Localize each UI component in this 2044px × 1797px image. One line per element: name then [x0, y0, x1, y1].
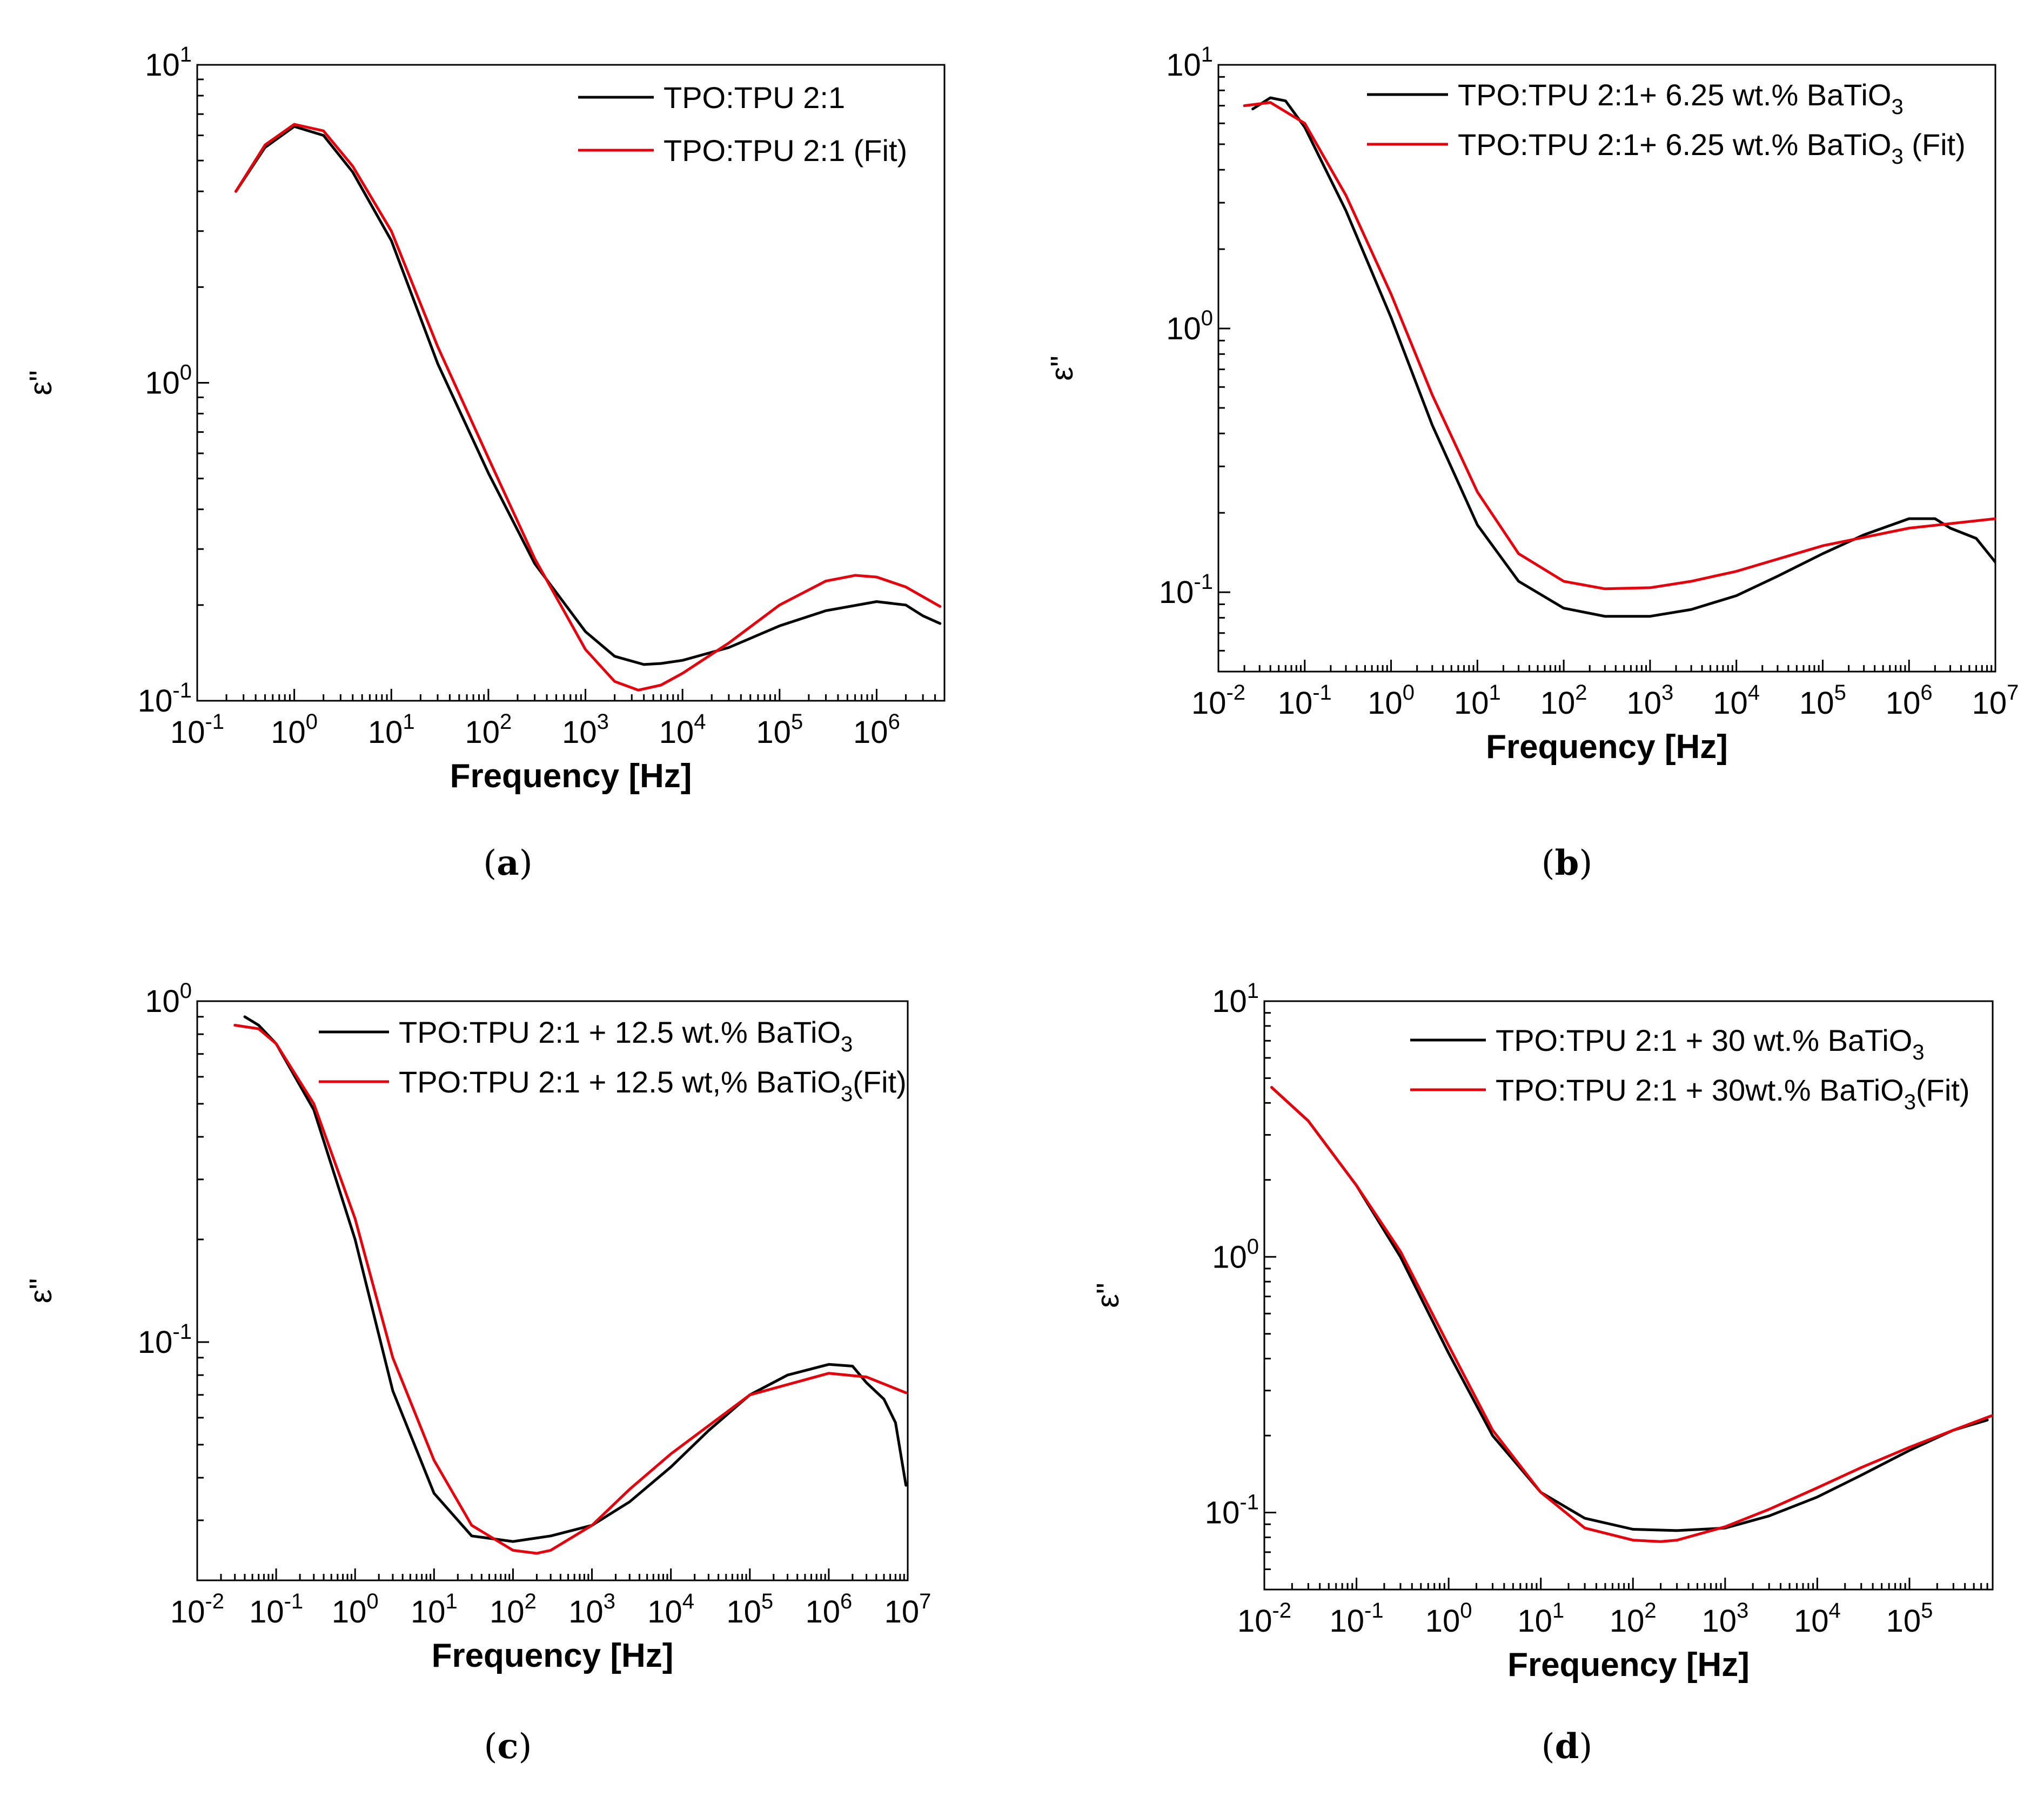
legend-label: TPO:TPU 2:1+ 6.25 wt.% BaTiO3 (Fit): [1458, 128, 1966, 169]
plot-frame: [196, 1000, 909, 1581]
x-axis-label: Frequency [Hz]: [450, 757, 692, 795]
x-tick-label: 10-2: [1237, 1599, 1291, 1639]
x-tick-label: 100: [271, 710, 318, 750]
x-tick-label: 103: [1701, 1599, 1748, 1639]
x-tick-label: 100: [332, 1590, 379, 1630]
y-tick-label: 101: [1212, 979, 1259, 1019]
x-tick-label: 102: [465, 710, 512, 750]
series-line-measured: [1251, 96, 1995, 618]
x-tick-label: 103: [1627, 681, 1674, 721]
chart-b: 10-2 10-1 100 101 102 103 104 105 106 107 10-1 100 1…: [1044, 43, 2019, 766]
x-tick-label: 102: [1540, 681, 1587, 721]
x-tick-label: 100: [1368, 681, 1415, 721]
series-line-measured: [1270, 1086, 1989, 1532]
x-tick-label: 105: [1799, 681, 1846, 721]
y-tick-label: 101: [145, 43, 192, 83]
legend-label: TPO:TPU 2:1 + 30wt.% BaTiO3(Fit): [1496, 1073, 1970, 1114]
panel-caption-b: (b): [1541, 843, 1593, 883]
x-tick-label: 104: [659, 710, 706, 750]
x-tick-label: 103: [562, 710, 609, 750]
x-tick-label: 10-1: [249, 1590, 303, 1630]
legend-label: TPO:TPU 2:1+ 6.25 wt.% BaTiO3: [1458, 78, 1904, 119]
x-tick-label: 106: [853, 710, 900, 750]
series-line-fit: [234, 123, 942, 692]
x-axis-label: Frequency [Hz]: [1486, 728, 1728, 766]
y-axis-label: ε": [23, 1278, 58, 1303]
series-line-fit: [1243, 101, 1995, 591]
x-tick-label: 106: [806, 1590, 853, 1630]
chart-d: 10-2 10-1 100 101 102 103 104 105 10-1 100 101 Freq…: [1090, 979, 1994, 1684]
series-line-fit: [1270, 1086, 1993, 1543]
plot-frame: [1217, 64, 1996, 673]
x-tick-label: 105: [726, 1590, 773, 1630]
panel-caption-d: (d): [1541, 1726, 1593, 1767]
series-line-fit: [233, 1024, 908, 1555]
y-tick-label: 10-1: [138, 1320, 192, 1360]
y-tick-label: 100: [145, 979, 192, 1019]
y-tick-label: 100: [145, 361, 192, 401]
legend-label: TPO:TPU 2:1 + 12.5 wt,% BaTiO3(Fit): [399, 1065, 907, 1106]
x-tick-label: 101: [368, 710, 415, 750]
panel-caption-c: (c): [484, 1726, 532, 1767]
x-tick-label: 100: [1425, 1599, 1472, 1639]
x-axis-label: Frequency [Hz]: [1507, 1646, 1750, 1684]
panel-caption-a: (a): [483, 843, 533, 883]
y-tick-label: 101: [1166, 43, 1213, 83]
y-axis-label: ε": [23, 370, 58, 395]
legend-label: TPO:TPU 2:1: [664, 81, 845, 115]
chart-a: 10-1 100 101 102 103 104 105 106 10-1 100 101 Frequ…: [23, 43, 946, 795]
x-tick-label: 105: [756, 710, 803, 750]
legend-label: TPO:TPU 2:1 + 12.5 wt.% BaTiO3: [399, 1015, 853, 1056]
x-tick-label: 102: [490, 1590, 537, 1630]
legend-label: TPO:TPU 2:1 + 30 wt.% BaTiO3: [1496, 1023, 1925, 1064]
x-tick-label: 104: [1713, 681, 1760, 721]
series-line-measured: [234, 125, 942, 666]
x-tick-label: 105: [1886, 1599, 1933, 1639]
x-tick-label: 10-2: [170, 1590, 224, 1630]
y-axis-label: ε": [1044, 356, 1080, 380]
series-line-measured: [243, 1015, 908, 1543]
x-axis-label: Frequency [Hz]: [432, 1637, 674, 1674]
x-tick-label: 104: [647, 1590, 694, 1630]
y-tick-label: 10-1: [138, 679, 192, 719]
x-tick-label: 10-1: [170, 710, 224, 750]
x-tick-label: 104: [1794, 1599, 1841, 1639]
legend-label: TPO:TPU 2:1 (Fit): [664, 133, 907, 167]
y-tick-label: 100: [1212, 1235, 1259, 1275]
x-tick-label: 10-1: [1278, 681, 1332, 721]
x-tick-label: 106: [1886, 681, 1933, 721]
chart-c: 10-2 10-1 100 101 102 103 104 105 106 107 10-1 100 F…: [23, 979, 931, 1674]
x-tick-label: 101: [411, 1590, 458, 1630]
x-tick-label: 10-2: [1191, 681, 1245, 721]
y-tick-label: 10-1: [1205, 1491, 1259, 1531]
x-tick-label: 101: [1454, 681, 1501, 721]
x-tick-label: 103: [568, 1590, 615, 1630]
x-tick-label: 107: [1972, 681, 2019, 721]
y-tick-label: 100: [1166, 306, 1213, 346]
y-tick-label: 10-1: [1159, 570, 1213, 610]
x-tick-label: 102: [1610, 1599, 1657, 1639]
y-axis-label: ε": [1090, 1283, 1125, 1307]
x-tick-label: 107: [884, 1590, 931, 1630]
x-tick-label: 101: [1517, 1599, 1564, 1639]
x-tick-label: 10-1: [1330, 1599, 1384, 1639]
